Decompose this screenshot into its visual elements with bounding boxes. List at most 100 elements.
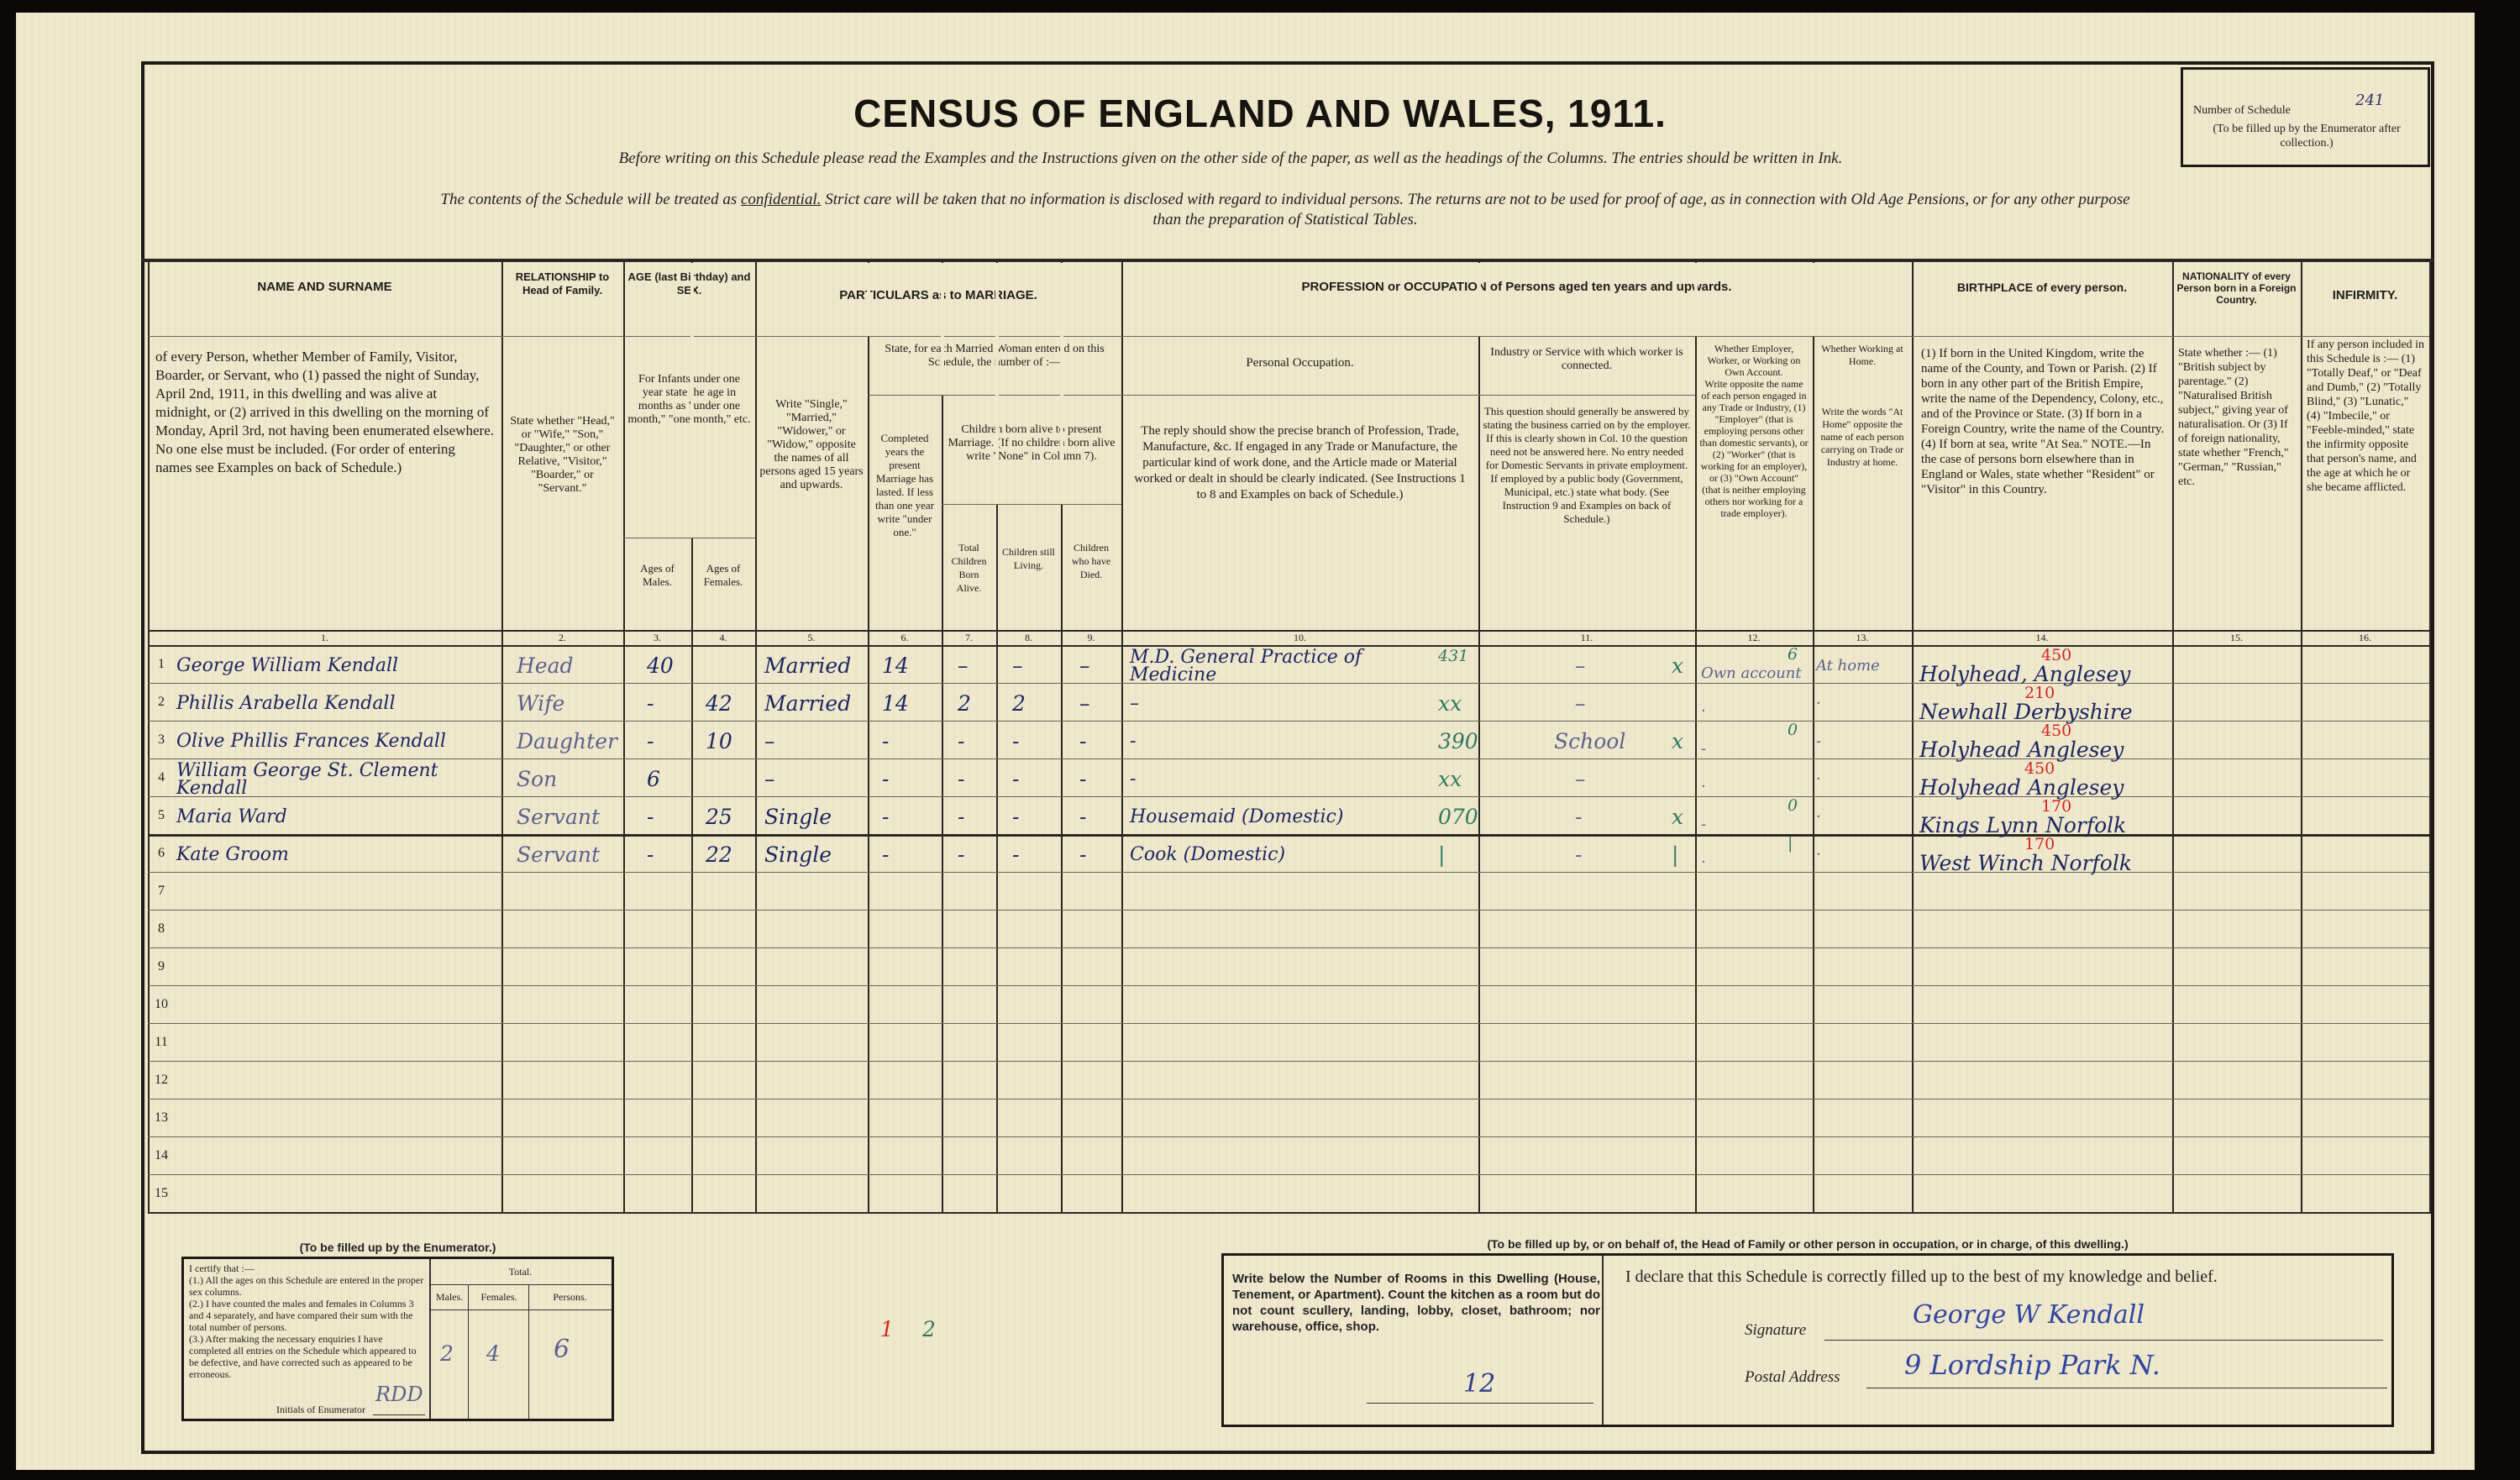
row-rule [148,947,2429,948]
table-row: William George St. Clement Kendall Son 6 – -… [0,760,2520,798]
row-number: 5 [158,808,165,822]
col-children-living: Children still Living. [1002,546,1055,571]
cell-male: - [647,729,654,753]
cell-emp-code: | [1788,834,1793,853]
column-rule [1813,260,1814,1214]
divider [429,1284,612,1285]
confidential-notice: The contents of the Schedule will be tre… [151,190,2419,230]
column-number: 4. [719,632,727,643]
cell-died: – [1079,691,1090,716]
col-profession-title: PROFESSION or OCCUPATION of Persons aged… [1301,280,1732,294]
total-males: 2 [440,1341,454,1366]
cell-industry: - [1575,842,1583,867]
row-rule [148,1174,2429,1175]
divider [468,1284,469,1419]
table-row: Olive Phillis Frances Kendall Daughter - 10… [0,721,2520,761]
column-rule [1121,260,1123,1214]
cell-birth: Kings Lynn Norfolk [1919,813,2127,837]
column-rule [868,260,869,1214]
cell-died: – [1079,653,1090,678]
row-rule [148,985,2429,986]
cell-occ: M.D. General Practice of Medicine [1130,646,1362,685]
cell-total: – [958,653,969,678]
cell-total: - [958,805,965,829]
column-number: 8. [1025,632,1032,643]
column-rule [1478,260,1480,1214]
cell-male: - [647,842,654,867]
col-nationality-desc: State whether :— (1) "British subject by… [2178,347,2289,488]
header-rule [942,504,1121,505]
row-number: 2 [158,695,165,709]
enumerator-box: I certify that :— (1.) All the ages on t… [181,1257,614,1421]
col-industry: Industry or Service with which worker is… [1490,346,1683,372]
cell-female: 42 [706,691,732,716]
postal-address: 9 Lordship Park N. [1904,1349,2160,1381]
col-age-title: AGE (last Birthday) and SEX. [627,270,751,297]
row-rule [148,872,2429,873]
column-rule [1695,260,1697,1214]
confidential-notice-line1: The contents of the Schedule will be tre… [440,191,2130,208]
cell-years: - [882,729,890,753]
cell-birth-code: 450 [2041,722,2072,740]
table-row: Maria Ward Servant - 25 Single - - - - Housemaid … [0,798,2520,837]
schedule-number-box: Number of Schedule 241 (To be filled up … [2181,67,2430,167]
signature-line [1824,1340,2383,1341]
schedule-number-note: (To be filled up by the Enumerator after… [2213,123,2401,150]
row-number: 4 [158,770,165,785]
row-number: 7 [158,884,165,898]
col-age-females: Ages of Females. [703,562,743,588]
header-rule [623,336,755,337]
rule-gap [1812,263,1815,336]
column-number: 3. [654,632,661,643]
cell-years: - [882,805,890,829]
initials-label: Initials of Enumerator [276,1404,365,1415]
check-mark-red: 1 [880,1317,894,1341]
col-name-title: NAME AND SURNAME [257,280,392,294]
divider [429,1259,431,1419]
header-rule [501,336,623,337]
row-rule [148,910,2429,911]
cell-industry: School [1554,729,1626,753]
row-rule [148,1099,2429,1100]
col-children-born: Children born alive to present Marriage.… [948,423,1116,463]
cell-total: - [958,842,965,867]
cell-living: 2 [1012,691,1026,716]
cell-emp-mark: x [1672,653,1684,678]
cell-status: – [764,729,775,753]
row-rule [148,1023,2429,1024]
column-rule [691,260,693,1214]
rooms-count: 12 [1463,1369,1496,1399]
cell-birth: West Winch Norfolk [1919,851,2133,875]
table-row: Phillis Arabella Kendall Wife - 42 Married 14… [0,685,2520,722]
header-rule [1121,336,1912,337]
column-rule [1061,260,1063,1214]
rule-gap [1478,263,1481,336]
table-row: George William Kendall Head 40 Married 14 – – –… [0,647,2520,685]
cell-female: 22 [706,842,732,867]
total-persons: 6 [554,1335,570,1364]
cell-birth: Holyhead, Anglesey [1919,662,2131,686]
cell-emp-code: 0 [1788,721,1798,739]
cell-home: · [1816,695,1821,712]
cell-rel: Daughter [517,729,617,753]
column-rule [2172,260,2174,1214]
column-number: 12. [1747,632,1761,643]
row-number: 10 [155,997,168,1011]
cell-name: Kate Groom [176,844,289,865]
cell-home: · [1816,846,1821,863]
cell-home: - [1816,732,1822,750]
column-number: 13. [1856,632,1869,643]
rule-gap [1060,263,1063,504]
column-number: 10. [1294,632,1306,643]
signature-label: Signature [1745,1321,1807,1339]
divider [429,1309,612,1310]
header-rule [148,630,2429,632]
col-infirmity-title: INFIRMITY. [2332,288,2398,302]
cell-living: - [1012,767,1020,791]
cell-rel: Wife [517,691,565,716]
column-rule [2429,260,2431,1214]
cell-occ: - [1130,731,1137,752]
rooms-line [1367,1403,1593,1404]
cell-employer: · [1701,778,1706,795]
column-rule [942,260,943,1214]
